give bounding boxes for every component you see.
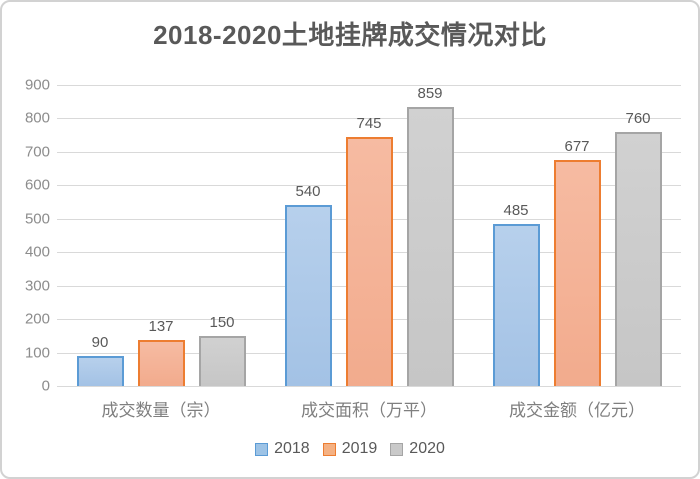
bar-rect — [406, 107, 454, 386]
legend-item-2019: 2019 — [322, 440, 378, 458]
legend-label: 2018 — [274, 440, 310, 457]
bar-rect — [553, 160, 601, 386]
gridline — [57, 85, 681, 86]
y-tick-label: 600 — [24, 176, 50, 194]
legend-item-2018: 2018 — [255, 440, 310, 458]
category-label: 成交数量（宗） — [101, 401, 221, 420]
bar-2018-2: 485 — [492, 85, 540, 386]
gridline — [57, 118, 681, 120]
bar-groups: 90 137 150 540 745 859 485 677 760 — [57, 85, 681, 386]
y-tick-label: 0 — [41, 377, 50, 395]
y-tick-label: 900 — [24, 76, 50, 94]
bar-value-label: 540 — [295, 183, 321, 200]
category-label: 成交面积（万平） — [301, 401, 437, 420]
bar-rect — [76, 356, 124, 386]
bar-2019-2: 677 — [553, 85, 601, 386]
bar-group: 540 745 859 — [265, 85, 473, 386]
bar-rect — [137, 340, 185, 386]
bar-2020-1: 859 — [406, 85, 454, 386]
bar-rect — [345, 137, 393, 386]
bar-2018-1: 540 — [284, 85, 332, 386]
y-tick-label: 500 — [24, 210, 50, 228]
bar-rect — [284, 205, 332, 386]
bar-rect — [492, 224, 540, 386]
bar-value-label: 760 — [625, 110, 651, 127]
bar-rect — [614, 132, 662, 386]
legend-label: 2019 — [341, 440, 378, 457]
y-axis: 0 100 200 300 400 500 600 700 800 900 — [8, 77, 50, 395]
plot-area: 90 137 150 540 745 859 485 677 760 — [57, 85, 681, 387]
chart-title: 2018-2020土地挂牌成交情况对比 — [153, 20, 547, 50]
bar-2019-1: 745 — [345, 85, 393, 386]
gridline — [57, 386, 681, 387]
x-axis: 成交数量（宗） 成交面积（万平） 成交金额（亿元） — [57, 388, 681, 422]
bar-value-label: 485 — [503, 202, 529, 219]
bar-value-label: 137 — [148, 318, 174, 335]
y-tick-label: 700 — [24, 143, 50, 161]
bar-value-label: 859 — [417, 85, 443, 102]
category-label: 成交金额（亿元） — [509, 401, 645, 420]
legend-swatch-icon — [390, 442, 404, 456]
y-tick-label: 300 — [24, 277, 50, 295]
bar-2020-2: 760 — [614, 85, 662, 386]
bar-value-label: 745 — [356, 115, 382, 132]
bar-2020-0: 150 — [198, 85, 246, 386]
y-tick-label: 800 — [24, 109, 50, 127]
bar-value-label: 677 — [564, 138, 590, 155]
y-tick-label: 200 — [24, 310, 50, 328]
bar-value-label: 90 — [91, 334, 109, 351]
y-tick-label: 100 — [24, 344, 50, 362]
legend-swatch-icon — [322, 442, 336, 456]
legend-label: 2020 — [409, 440, 445, 457]
bar-2019-0: 137 — [137, 85, 185, 386]
bar-group: 90 137 150 — [57, 85, 265, 386]
bar-rect — [198, 336, 246, 386]
bar-2018-0: 90 — [76, 85, 124, 386]
legend: 2018 2019 2020 — [2, 440, 698, 458]
legend-item-2020: 2020 — [390, 440, 445, 458]
legend-swatch-icon — [255, 442, 269, 456]
y-tick-label: 400 — [24, 243, 50, 261]
bar-group: 485 677 760 — [473, 85, 681, 386]
bar-value-label: 150 — [209, 314, 235, 331]
